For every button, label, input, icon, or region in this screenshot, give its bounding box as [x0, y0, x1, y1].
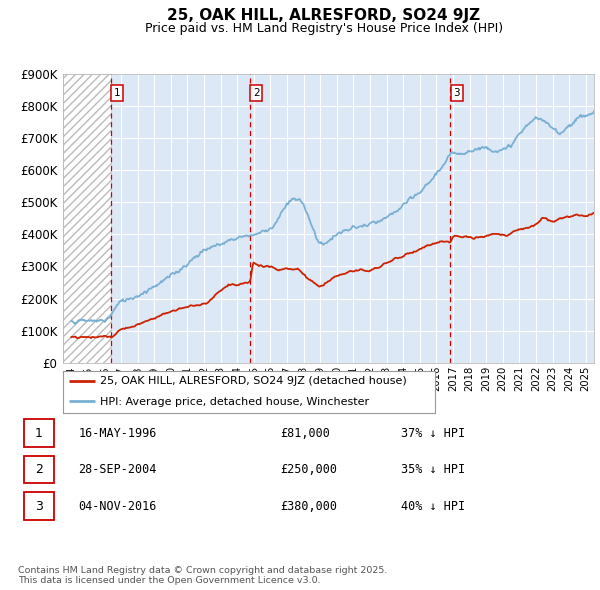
- Bar: [63, 74, 110, 363]
- Text: 16-MAY-1996: 16-MAY-1996: [79, 427, 157, 440]
- Text: Contains HM Land Registry data © Crown copyright and database right 2025.
This d: Contains HM Land Registry data © Crown c…: [18, 566, 388, 585]
- Text: £380,000: £380,000: [280, 500, 337, 513]
- Text: 25, OAK HILL, ALRESFORD, SO24 9JZ (detached house): 25, OAK HILL, ALRESFORD, SO24 9JZ (detac…: [100, 376, 407, 386]
- Text: £250,000: £250,000: [280, 463, 337, 476]
- Text: £81,000: £81,000: [280, 427, 330, 440]
- Text: 28-SEP-2004: 28-SEP-2004: [79, 463, 157, 476]
- Text: 25, OAK HILL, ALRESFORD, SO24 9JZ: 25, OAK HILL, ALRESFORD, SO24 9JZ: [167, 8, 481, 22]
- Text: 3: 3: [35, 500, 43, 513]
- Text: HPI: Average price, detached house, Winchester: HPI: Average price, detached house, Winc…: [100, 396, 370, 407]
- Text: 35% ↓ HPI: 35% ↓ HPI: [401, 463, 465, 476]
- Text: 1: 1: [35, 427, 43, 440]
- Text: 37% ↓ HPI: 37% ↓ HPI: [401, 427, 465, 440]
- Text: 04-NOV-2016: 04-NOV-2016: [79, 500, 157, 513]
- Text: 1: 1: [114, 88, 121, 98]
- Text: 3: 3: [454, 88, 460, 98]
- FancyBboxPatch shape: [24, 493, 54, 520]
- FancyBboxPatch shape: [24, 456, 54, 483]
- Text: 2: 2: [253, 88, 259, 98]
- Text: 40% ↓ HPI: 40% ↓ HPI: [401, 500, 465, 513]
- Text: Price paid vs. HM Land Registry's House Price Index (HPI): Price paid vs. HM Land Registry's House …: [145, 22, 503, 35]
- FancyBboxPatch shape: [24, 419, 54, 447]
- Text: 2: 2: [35, 463, 43, 476]
